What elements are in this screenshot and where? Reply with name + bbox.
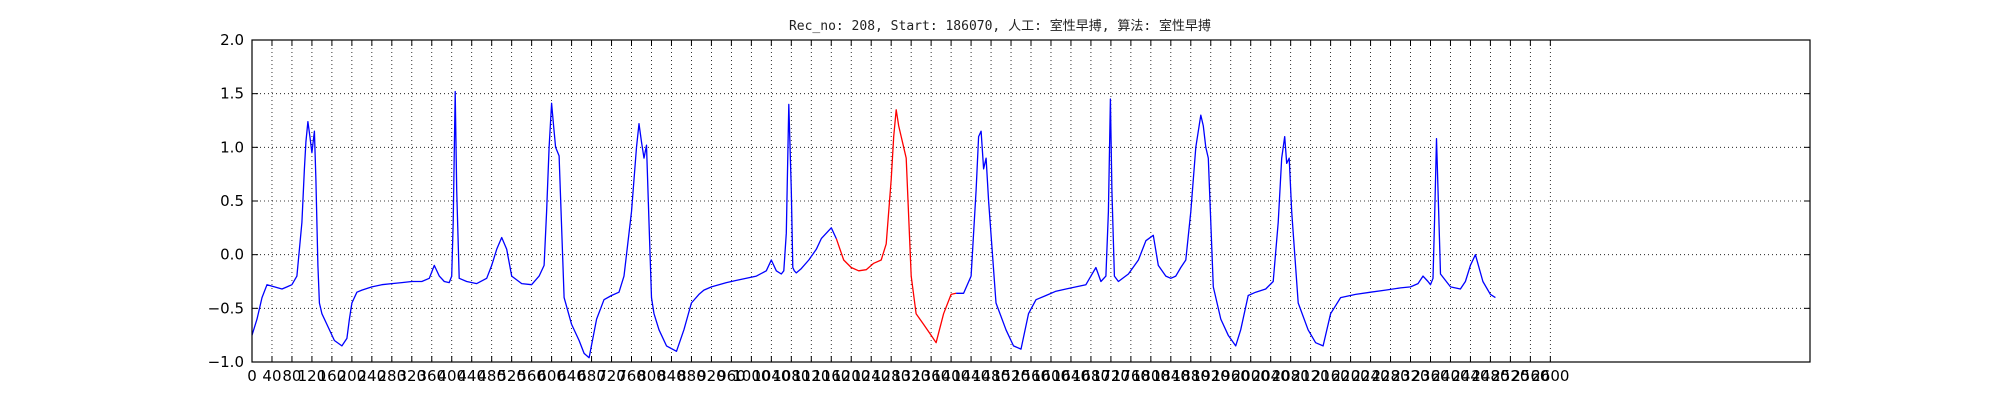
x-tick-label: 1120 — [792, 367, 830, 385]
x-tick-label: 2160 — [1312, 367, 1350, 385]
x-tick-label: 720 — [597, 367, 626, 385]
x-tick-label: 1520 — [992, 367, 1030, 385]
ecg-series-line-1 — [251, 90, 837, 359]
x-tick-label: 1320 — [892, 367, 930, 385]
x-tick-label: 960 — [717, 367, 746, 385]
x-tick-label: 200 — [338, 367, 367, 385]
x-tick-label: 1840 — [1152, 367, 1190, 385]
x-tick-label: 1640 — [1052, 367, 1090, 385]
x-tick-label: 640 — [557, 367, 586, 385]
x-tick-label: 320 — [397, 367, 426, 385]
x-tick-label: 2080 — [1272, 367, 1310, 385]
x-tick-label: 440 — [457, 367, 486, 385]
x-tick-label: 1560 — [1012, 367, 1050, 385]
x-tick-label: 1480 — [972, 367, 1010, 385]
x-tick-label: 520 — [497, 367, 526, 385]
x-tick-label: 2040 — [1252, 367, 1290, 385]
grid-lines — [251, 39, 1810, 363]
x-tick-label: 1440 — [952, 367, 990, 385]
x-tick-label: 0 — [247, 367, 257, 385]
x-tick-label: 2600 — [1531, 367, 1569, 385]
y-tick-label: 2.0 — [220, 31, 244, 49]
x-tick-label: 1880 — [1172, 367, 1210, 385]
x-tick-label: 2360 — [1411, 367, 1449, 385]
x-tick-label: 80 — [282, 367, 301, 385]
x-tick-label: 1040 — [752, 367, 790, 385]
x-tick-label: 2200 — [1331, 367, 1369, 385]
x-tick-label: 1080 — [772, 367, 810, 385]
x-tick-label: 880 — [677, 367, 706, 385]
x-tick-label: 2240 — [1351, 367, 1389, 385]
x-tick-label: 1760 — [1112, 367, 1150, 385]
series-layer — [251, 90, 1496, 359]
y-tick-label: 1.0 — [220, 138, 244, 156]
x-tick-label: 1680 — [1072, 367, 1110, 385]
x-tick-label: 680 — [577, 367, 606, 385]
x-tick-label: 560 — [517, 367, 546, 385]
x-tick-label: 2440 — [1451, 367, 1489, 385]
x-tick-label: 1200 — [832, 367, 870, 385]
ecg-series-line-3 — [956, 98, 1496, 350]
x-tick-label: 1600 — [1032, 367, 1070, 385]
y-tick-label: 1.5 — [220, 85, 244, 103]
chart-title: Rec_no: 208, Start: 186070, 人工: 室性早搏, 算法… — [788, 19, 1212, 34]
ecg-series-line-2 — [835, 109, 957, 344]
x-tick-label: 2120 — [1292, 367, 1330, 385]
x-tick-label: 800 — [637, 367, 666, 385]
x-tick-label: 1240 — [852, 367, 890, 385]
x-tick-label: 400 — [437, 367, 466, 385]
x-tick-label: 1720 — [1092, 367, 1130, 385]
x-tick-label: 1400 — [932, 367, 970, 385]
x-tick-label: 2560 — [1511, 367, 1549, 385]
y-tick-label: 0.5 — [220, 192, 244, 210]
x-tick-label: 1280 — [872, 367, 910, 385]
y-tick-label: −1.0 — [208, 353, 244, 371]
x-axis: 0 40 8012016020024028032036040044048052056… — [247, 40, 1569, 385]
x-tick-label: 2320 — [1391, 367, 1429, 385]
x-tick-label: 280 — [378, 367, 407, 385]
x-tick-label: 1800 — [1132, 367, 1170, 385]
x-tick-label: 1960 — [1212, 367, 1250, 385]
y-tick-label: 0.0 — [220, 246, 244, 264]
x-tick-label: 1360 — [912, 367, 950, 385]
x-tick-label: 120 — [298, 367, 327, 385]
y-axis: −1.0 −0.5 0.0 0.5 1.0 1.5 2.0 — [208, 31, 1810, 371]
x-tick-label: 2000 — [1232, 367, 1270, 385]
x-tick-label: 1160 — [812, 367, 850, 385]
x-tick-label: 600 — [537, 367, 566, 385]
x-tick-label: 480 — [477, 367, 506, 385]
x-tick-label: 1000 — [732, 367, 770, 385]
x-tick-label: 160 — [318, 367, 347, 385]
x-tick-label: 2520 — [1491, 367, 1529, 385]
x-tick-label: 840 — [657, 367, 686, 385]
x-tick-label: 360 — [417, 367, 446, 385]
x-tick-label: 920 — [697, 367, 726, 385]
x-tick-label: 240 — [358, 367, 387, 385]
x-tick-label: 760 — [617, 367, 646, 385]
y-tick-label: −0.5 — [208, 299, 244, 317]
x-tick-label: 2280 — [1371, 367, 1409, 385]
x-tick-label: 1920 — [1192, 367, 1230, 385]
x-tick-label: 2480 — [1471, 367, 1509, 385]
x-tick-label: 40 — [262, 367, 281, 385]
x-tick-label: 2400 — [1431, 367, 1469, 385]
